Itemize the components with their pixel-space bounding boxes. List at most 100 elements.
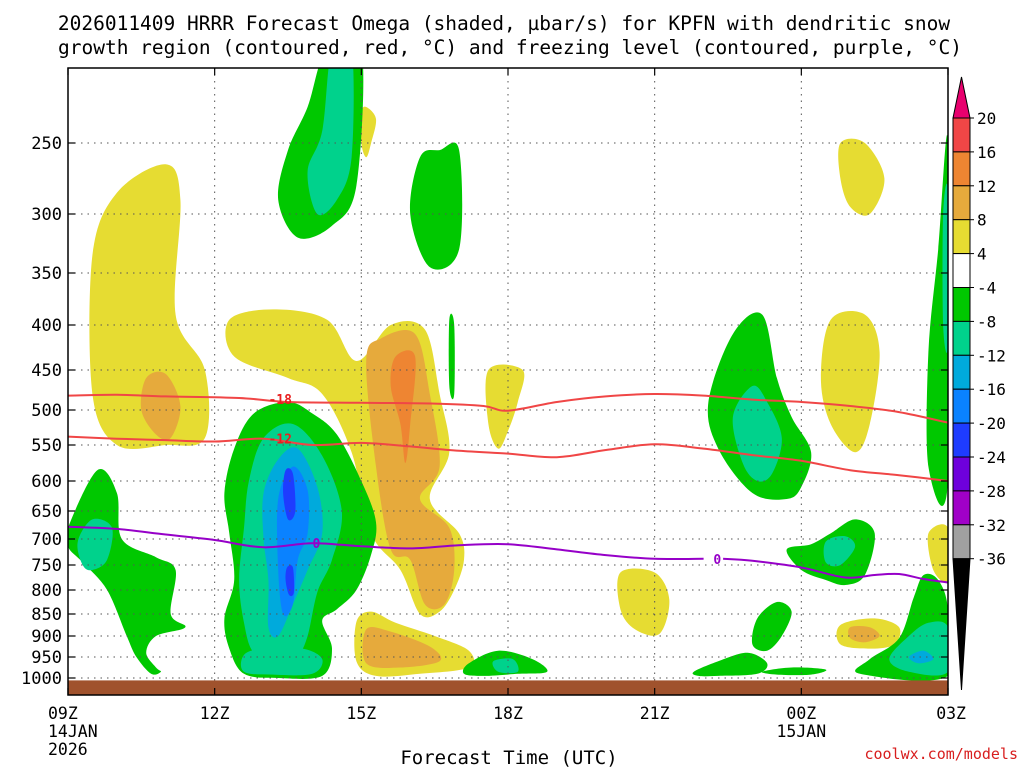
y-tick-label-600: 600 xyxy=(31,472,62,492)
contour-freezing-level-0b xyxy=(723,557,948,584)
colorbar-top-triangle xyxy=(952,76,971,119)
x-tick-label-09Z: 09Z xyxy=(48,704,78,723)
y-tick-label-650: 650 xyxy=(31,502,62,522)
colorbar-label-12: -32 xyxy=(977,516,1006,535)
x-tick-label-03Z: 03Z xyxy=(936,704,966,723)
y-tick-label-350: 350 xyxy=(31,264,62,284)
x-tick-date-00Z: 15JAN xyxy=(776,722,826,741)
source-credit: coolwx.com/models xyxy=(864,745,1018,763)
colorbar-label-8: -16 xyxy=(977,380,1006,399)
contour-freezing-level-0a xyxy=(68,525,704,561)
colorbar-band-8 xyxy=(952,354,971,390)
omega-region-4 xyxy=(390,350,416,463)
pressure-axis: 2503003504004505005506006507007508008509… xyxy=(21,134,948,689)
colorbar-label-9: -20 xyxy=(977,414,1006,433)
omega-region-38 xyxy=(889,621,948,676)
omega-region-10 xyxy=(838,138,885,216)
colorbar-label-4: 4 xyxy=(977,245,987,264)
contour-label-freezing-level-0a: 0 xyxy=(312,537,320,552)
y-tick-label-700: 700 xyxy=(31,530,62,550)
colorbar-label-7: -12 xyxy=(977,346,1006,365)
colorbar-label-0: 20 xyxy=(977,109,996,128)
colorbar-band-12 xyxy=(952,490,971,526)
omega-region-29 xyxy=(492,658,519,674)
x-tick-date-09Z: 14JAN xyxy=(48,722,98,741)
contour-label-dendritic-18: -18 xyxy=(268,393,292,408)
y-tick-label-250: 250 xyxy=(31,134,62,154)
ground-below-surface xyxy=(68,680,948,695)
omega-region-34 xyxy=(751,601,792,652)
colorbar-label-11: -28 xyxy=(977,482,1006,501)
omega-region-13 xyxy=(848,625,880,643)
omega-region-39 xyxy=(908,650,934,664)
x-tick-year-09Z: 2026 xyxy=(48,740,88,759)
colorbar-label-1: 16 xyxy=(977,143,996,162)
colorbar-label-13: -36 xyxy=(977,550,1006,569)
contour-label-dendritic-12: -12 xyxy=(268,433,291,448)
omega-region-35 xyxy=(692,652,768,677)
omega-region-25 xyxy=(283,468,296,521)
y-tick-label-500: 500 xyxy=(31,401,62,421)
omega-region-33 xyxy=(823,535,856,567)
omega-region-18 xyxy=(448,313,455,400)
y-tick-label-950: 950 xyxy=(31,648,62,668)
y-tick-label-300: 300 xyxy=(31,205,62,225)
y-tick-label-400: 400 xyxy=(31,316,62,336)
colorbar-label-6: -8 xyxy=(977,312,996,331)
omega-region-17 xyxy=(409,142,463,270)
colorbar-band-4 xyxy=(952,219,971,255)
omega-colorbar: 20 16 12 8 4 -4 -8 -12 -16 -20 -24 -28 -32 -36 xyxy=(952,76,1006,691)
x-tick-label-18Z: 18Z xyxy=(493,704,523,723)
omega-region-9 xyxy=(617,568,670,636)
y-tick-label-550: 550 xyxy=(31,436,62,456)
grid-lines xyxy=(68,68,948,695)
omega-region-6 xyxy=(362,626,442,669)
colorbar-band-1 xyxy=(952,117,971,153)
omega-region-26 xyxy=(285,565,295,597)
colorbar-band-13 xyxy=(952,524,971,560)
colorbar-band-11 xyxy=(952,456,971,492)
omega-region-7 xyxy=(360,106,377,158)
omega-region-3 xyxy=(366,330,455,610)
omega-region-27 xyxy=(240,647,323,676)
y-tick-label-750: 750 xyxy=(31,556,62,576)
x-tick-label-12Z: 12Z xyxy=(200,704,230,723)
omega-shading xyxy=(68,68,948,681)
colorbar-label-2: 12 xyxy=(977,177,996,196)
y-tick-label-800: 800 xyxy=(31,581,62,601)
x-tick-label-21Z: 21Z xyxy=(640,704,670,723)
colorbar-label-5: -4 xyxy=(977,279,996,298)
colorbar-band-2 xyxy=(952,151,971,187)
y-tick-label-450: 450 xyxy=(31,361,62,381)
chart-title-line1: 2026011409 HRRR Forecast Omega (shaded, … xyxy=(58,12,950,35)
x-axis-label: Forecast Time (UTC) xyxy=(400,747,617,768)
y-tick-label-900: 900 xyxy=(31,627,62,647)
colorbar-band-6 xyxy=(952,287,971,322)
colorbar-bottom-triangle xyxy=(952,558,971,691)
contour-dendritic-18 xyxy=(68,392,948,424)
chart-title-line2: growth region (contoured, red, °C) and f… xyxy=(58,36,962,59)
omega-region-16 xyxy=(307,68,354,216)
colorbar-band-10 xyxy=(952,422,971,458)
y-tick-label-1000: 1000 xyxy=(21,669,62,689)
contour-label-freezing-level-0b: 0 xyxy=(713,553,721,568)
contour-lines: -18 -12 0 0 xyxy=(68,392,948,584)
colorbar-label-3: 8 xyxy=(977,211,987,230)
omega-region-11 xyxy=(820,311,880,453)
colorbar-label-10: -24 xyxy=(977,448,1006,467)
omega-region-36 xyxy=(761,667,827,676)
colorbar-band-5 xyxy=(952,253,971,289)
omega-region-40 xyxy=(926,134,948,507)
y-tick-label-850: 850 xyxy=(31,605,62,625)
colorbar-band-9 xyxy=(952,388,971,424)
x-tick-label-15Z: 15Z xyxy=(346,704,376,723)
colorbar-band-7 xyxy=(952,320,971,356)
omega-region-8 xyxy=(485,364,525,449)
omega-region-41 xyxy=(942,183,948,353)
omega-region-0 xyxy=(89,164,210,450)
omega-region-1 xyxy=(140,371,181,441)
x-tick-label-00Z: 00Z xyxy=(786,704,816,723)
colorbar-band-3 xyxy=(952,185,971,221)
